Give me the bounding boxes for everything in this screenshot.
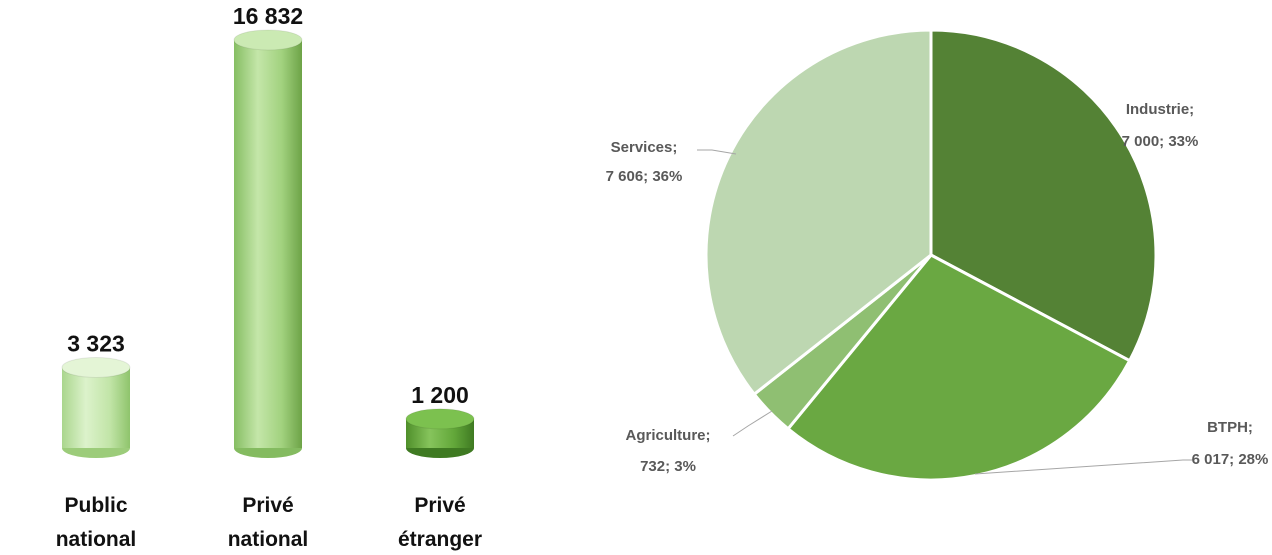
- pie-label-services: 7 606; 36%: [606, 168, 683, 185]
- bar-chart: 3 323 Public national 16 832 Privé national 1 …: [56, 3, 482, 551]
- pie-label-industrie: 7 000; 33%: [1122, 133, 1199, 150]
- leader-line-btph: [974, 459, 1194, 475]
- bar-body: [234, 40, 302, 448]
- bar-3: [405, 408, 475, 458]
- pie-label-btph: 6 017; 28%: [1192, 451, 1269, 468]
- leader-line-agriculture: [732, 410, 773, 437]
- pie-slice-industrie: [929, 28, 1158, 363]
- bar-1: [61, 356, 131, 458]
- bar-category-label: Public: [64, 494, 127, 517]
- bar-value-label: 3 323: [67, 330, 125, 356]
- bar-value-label: 16 832: [233, 3, 303, 29]
- pie-slice-btph: [786, 253, 1132, 482]
- bar-top: [233, 29, 303, 51]
- bar-value-label: 1 200: [411, 382, 469, 408]
- bar-category-label: Privé: [414, 494, 465, 517]
- bar-top: [405, 408, 475, 430]
- pie-label-agriculture: Agriculture;: [625, 427, 710, 444]
- bar-category-label: Privé: [242, 494, 293, 517]
- bar-2: [233, 29, 303, 458]
- pie-label-industrie: Industrie;: [1126, 101, 1194, 118]
- leader-line-services: [697, 149, 737, 155]
- bar-category-label: national: [56, 528, 137, 551]
- bar-category-label: étranger: [398, 528, 482, 551]
- pie-label-agriculture: 732; 3%: [640, 458, 696, 475]
- bar-body: [62, 367, 130, 448]
- pie-slice-services: [704, 28, 933, 396]
- pie-chart: Industrie; 7 000; 33% BTPH; 6 017; 28% Agric…: [606, 28, 1269, 482]
- pie-label-btph: BTPH;: [1207, 419, 1253, 436]
- bar-category-label: national: [228, 528, 309, 551]
- pie-label-services: Services;: [611, 139, 678, 156]
- bar-top: [61, 356, 131, 378]
